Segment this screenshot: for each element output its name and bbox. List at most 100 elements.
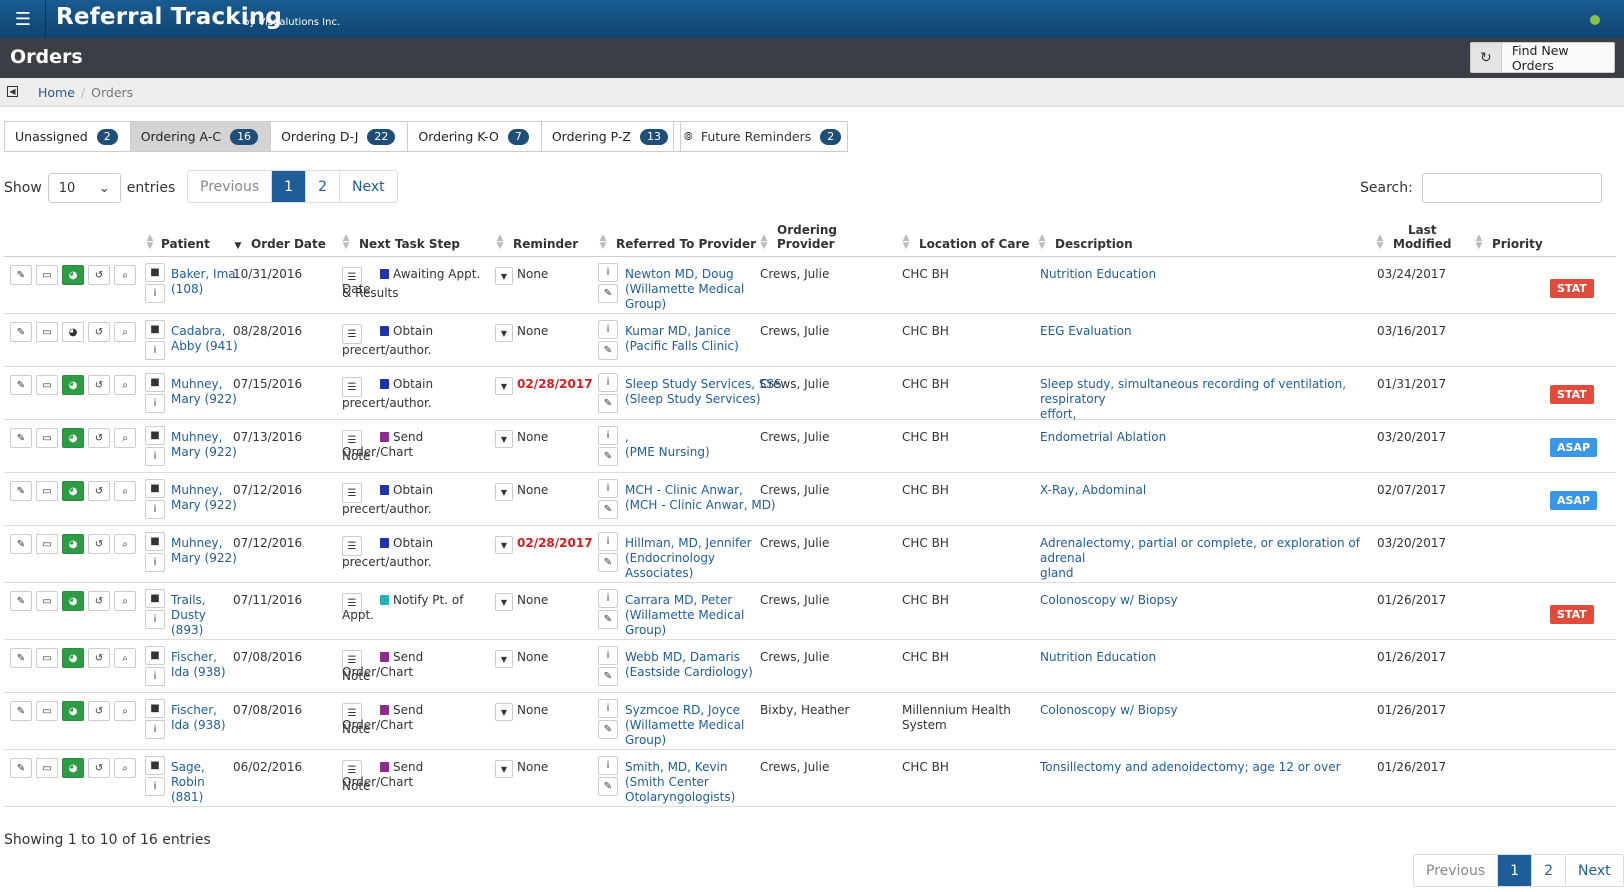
edit-icon[interactable]: ✎	[10, 534, 32, 554]
description-link[interactable]: Tonsillectomy and adenoidectomy; age 12 …	[1040, 760, 1341, 774]
description-link[interactable]: Colonoscopy w/ Biopsy	[1040, 593, 1178, 607]
sort-icon[interactable]: ▲ ▼	[342, 233, 350, 251]
provider-link[interactable]: MCH - Clinic Anwar, (MCH - Clinic Anwar, …	[625, 483, 776, 512]
card-icon[interactable]: ▭	[36, 322, 58, 342]
edit-note-icon[interactable]: ✎	[598, 720, 618, 739]
provider-link[interactable]: Kumar MD, Janice (Pacific Falls Clinic)	[625, 324, 739, 353]
provider-link[interactable]: Sleep Study Services, SSS (Sleep Study Se…	[625, 377, 782, 406]
edit-icon[interactable]: ✎	[10, 375, 32, 395]
reminder-dropdown-icon[interactable]: ▼	[495, 650, 513, 668]
patient-link[interactable]: Muhney, Mary (922)	[171, 377, 237, 406]
history-icon[interactable]: ↺	[88, 322, 110, 342]
history-icon[interactable]: ↺	[88, 481, 110, 501]
provider-link[interactable]: Syzmcoe RD, Joyce (Willamette Medical Grou…	[625, 703, 744, 747]
card-icon[interactable]: ▭	[36, 701, 58, 721]
previous-page-button[interactable]: Previous	[1414, 855, 1499, 886]
reminder-dropdown-icon[interactable]: ▼	[495, 267, 513, 285]
tab-ordering-a-c[interactable]: Ordering A-C 16	[130, 121, 272, 152]
col-order-date[interactable]: Order Date	[251, 237, 326, 251]
col-description[interactable]: Description	[1055, 237, 1133, 251]
zoom-icon[interactable]: ⌕	[114, 701, 136, 721]
tab-ordering-p-z[interactable]: Ordering P-Z 13	[541, 121, 681, 152]
list-icon[interactable]: ☰	[342, 483, 362, 503]
tab-ordering-d-j[interactable]: Ordering D-J 22	[271, 121, 409, 152]
list-icon[interactable]: ☰	[342, 536, 362, 556]
info-icon[interactable]: i	[598, 320, 618, 339]
patient-link[interactable]: Sage, Robin (881)	[171, 760, 205, 804]
list-icon[interactable]: ☰	[342, 377, 362, 397]
page-2-button[interactable]: 2	[306, 171, 341, 202]
list-icon[interactable]: ☰	[342, 760, 362, 780]
patient-link[interactable]: Cadabra, Abby (941)	[171, 324, 238, 353]
entries-select[interactable]: 10 ⌄	[47, 173, 121, 203]
list-icon[interactable]: ☰	[342, 267, 362, 287]
edit-icon[interactable]: ✎	[10, 428, 32, 448]
info-icon[interactable]: i	[145, 447, 165, 466]
user-icon[interactable]: ■	[145, 373, 165, 392]
reminder-dropdown-icon[interactable]: ▼	[495, 703, 513, 721]
info-icon[interactable]: i	[145, 667, 165, 686]
user-icon[interactable]: ■	[145, 646, 165, 665]
user-icon[interactable]: ■	[145, 756, 165, 775]
info-icon[interactable]: i	[598, 263, 618, 282]
hamburger-menu-icon[interactable]: ☰	[8, 0, 46, 38]
provider-link[interactable]: Webb MD, Damaris (Eastside Cardiology)	[625, 650, 753, 679]
reminder-dropdown-icon[interactable]: ▼	[495, 536, 513, 554]
col-priority[interactable]: Priority	[1492, 237, 1543, 251]
history-icon[interactable]: ↺	[88, 428, 110, 448]
edit-note-icon[interactable]: ✎	[598, 284, 618, 303]
info-icon[interactable]: i	[145, 553, 165, 572]
reminder-dropdown-icon[interactable]: ▼	[495, 760, 513, 778]
card-icon[interactable]: ▭	[36, 758, 58, 778]
description-link[interactable]: Colonoscopy w/ Biopsy	[1040, 703, 1178, 717]
list-icon[interactable]: ☰	[342, 703, 362, 723]
zoom-icon[interactable]: ⌕	[114, 534, 136, 554]
next-page-button[interactable]: Next	[352, 178, 385, 195]
tab-unassigned[interactable]: Unassigned 2	[4, 121, 131, 152]
patient-link[interactable]: Muhney, Mary (922)	[171, 430, 237, 459]
sort-icon[interactable]: ▲ ▼	[902, 233, 910, 251]
patient-link[interactable]: Muhney, Mary (922)	[171, 536, 237, 565]
user-icon[interactable]: ■	[145, 263, 165, 282]
edit-icon[interactable]: ✎	[10, 265, 32, 285]
description-link[interactable]: Endometrial Ablation	[1040, 430, 1166, 444]
complete-icon[interactable]: ◕	[62, 322, 84, 342]
description-link[interactable]: X-Ray, Abdominal	[1040, 483, 1146, 497]
reminder-dropdown-icon[interactable]: ▼	[495, 430, 513, 448]
zoom-icon[interactable]: ⌕	[114, 648, 136, 668]
next-page-button[interactable]: Next	[1578, 862, 1611, 879]
complete-icon[interactable]: ◕	[62, 265, 84, 285]
complete-icon[interactable]: ◕	[62, 701, 84, 721]
sort-icon[interactable]: ▲ ▼	[599, 233, 607, 251]
complete-icon[interactable]: ◕	[62, 591, 84, 611]
patient-link[interactable]: Trails, Dusty (893)	[171, 593, 206, 637]
col-location[interactable]: Location of Care	[919, 237, 1030, 251]
edit-icon[interactable]: ✎	[10, 701, 32, 721]
reminder-dropdown-icon[interactable]: ▼	[495, 377, 513, 395]
edit-icon[interactable]: ✎	[10, 322, 32, 342]
info-icon[interactable]: i	[145, 610, 165, 629]
user-icon[interactable]: ■	[145, 699, 165, 718]
user-icon[interactable]: ■	[145, 479, 165, 498]
list-icon[interactable]: ☰	[342, 593, 362, 613]
description-link[interactable]: Nutrition Education	[1040, 650, 1156, 664]
history-icon[interactable]: ↺	[88, 591, 110, 611]
sort-icon[interactable]: ▲ ▼	[1038, 233, 1046, 251]
edit-icon[interactable]: ✎	[10, 591, 32, 611]
user-icon[interactable]: ■	[145, 320, 165, 339]
page-2-button[interactable]: 2	[1532, 855, 1567, 886]
user-icon[interactable]: ■	[145, 589, 165, 608]
reminder-dropdown-icon[interactable]: ▼	[495, 593, 513, 611]
sort-icon[interactable]: ▲ ▼	[1475, 233, 1483, 251]
breadcrumb-home[interactable]: Home	[38, 85, 75, 100]
patient-link[interactable]: Muhney, Mary (922)	[171, 483, 237, 512]
zoom-icon[interactable]: ⌕	[114, 322, 136, 342]
sort-icon[interactable]: ▲ ▼	[146, 233, 154, 251]
sort-desc-icon[interactable]: ▼	[234, 241, 242, 251]
card-icon[interactable]: ▭	[36, 265, 58, 285]
edit-note-icon[interactable]: ✎	[598, 394, 618, 413]
search-input[interactable]	[1421, 173, 1602, 203]
card-icon[interactable]: ▭	[36, 591, 58, 611]
col-patient[interactable]: Patient	[161, 237, 210, 251]
card-icon[interactable]: ▭	[36, 534, 58, 554]
